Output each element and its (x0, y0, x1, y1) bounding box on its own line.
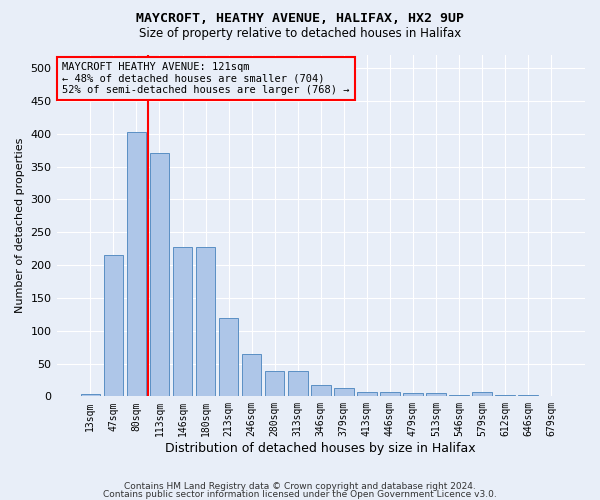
Bar (496, 395, 515, 396)
Bar (334, 388, 353, 396)
Bar (380, 392, 400, 396)
Text: Contains HM Land Registry data © Crown copyright and database right 2024.: Contains HM Land Registry data © Crown c… (124, 482, 476, 491)
Bar (149, 154, 169, 396)
Bar (426, 393, 446, 396)
Bar (288, 372, 308, 396)
Text: MAYCROFT, HEATHY AVENUE, HALIFAX, HX2 9UP: MAYCROFT, HEATHY AVENUE, HALIFAX, HX2 9U… (136, 12, 464, 26)
Bar (127, 132, 146, 396)
Bar (104, 255, 123, 396)
Bar (242, 354, 262, 397)
Text: MAYCROFT HEATHY AVENUE: 121sqm
← 48% of detached houses are smaller (704)
52% of: MAYCROFT HEATHY AVENUE: 121sqm ← 48% of … (62, 62, 349, 95)
Bar (518, 395, 538, 396)
Bar (219, 318, 238, 396)
Y-axis label: Number of detached properties: Number of detached properties (15, 138, 25, 314)
Bar (403, 393, 423, 396)
Bar (311, 385, 331, 396)
Bar (265, 372, 284, 396)
Bar (357, 392, 377, 396)
Bar (472, 392, 492, 396)
Bar (449, 395, 469, 396)
Bar (80, 394, 100, 396)
Bar (173, 246, 193, 396)
Text: Contains public sector information licensed under the Open Government Licence v3: Contains public sector information licen… (103, 490, 497, 499)
Text: Size of property relative to detached houses in Halifax: Size of property relative to detached ho… (139, 28, 461, 40)
X-axis label: Distribution of detached houses by size in Halifax: Distribution of detached houses by size … (166, 442, 476, 455)
Bar (196, 246, 215, 396)
